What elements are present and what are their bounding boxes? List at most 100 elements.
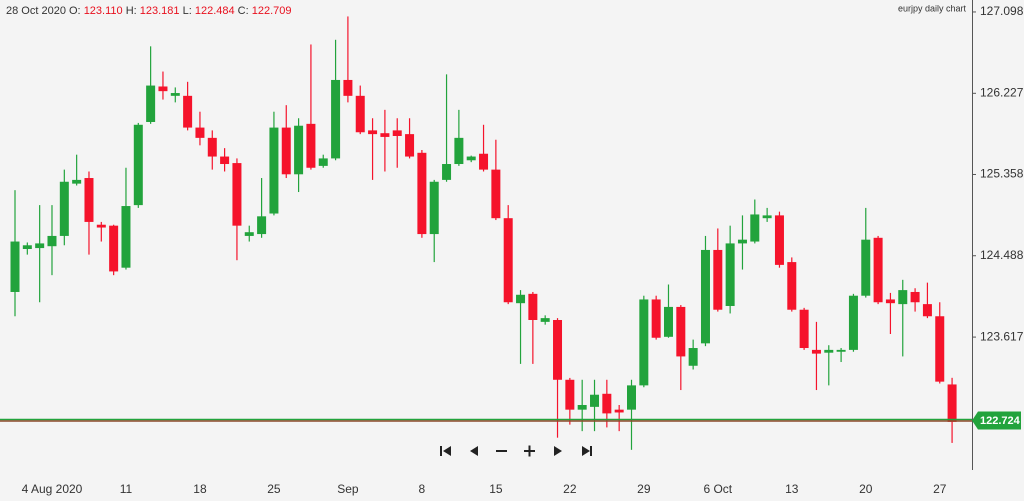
candle-body <box>479 153 489 170</box>
candle-body <box>898 290 908 305</box>
candle-body <box>516 294 526 304</box>
candle-body <box>429 181 439 235</box>
candle-body <box>392 130 402 136</box>
candle-body <box>602 393 612 414</box>
last-price-label: 122.724 <box>980 415 1021 427</box>
y-tick-label: 127.098 <box>980 4 1024 18</box>
x-tick-label: 15 <box>489 482 503 496</box>
candle-body <box>577 404 587 410</box>
header-label: O: <box>69 5 81 17</box>
candle-body <box>72 179 82 184</box>
y-tick-label: 123.617 <box>980 329 1024 343</box>
y-tick-label: 126.227 <box>980 85 1024 99</box>
candle-body <box>331 79 341 159</box>
candle-body <box>405 134 415 157</box>
candle-body <box>700 249 710 344</box>
nav-zoom-out[interactable] <box>495 444 509 458</box>
candle-body <box>922 304 932 317</box>
candle-body <box>873 237 883 303</box>
x-tick-label: 22 <box>563 482 577 496</box>
x-tick-label: 4 Aug 2020 <box>22 482 83 496</box>
x-tick-label: 25 <box>267 482 281 496</box>
y-tick-label: 125.358 <box>980 167 1024 181</box>
candle-body <box>676 306 686 357</box>
candle-body <box>133 124 143 206</box>
navigation <box>438 444 594 458</box>
candle-body <box>47 235 57 247</box>
y-tick-label: 124.488 <box>980 248 1024 262</box>
candle-body <box>466 156 476 161</box>
candle-body <box>158 86 168 92</box>
candle-body <box>540 318 550 322</box>
x-tick-label: 13 <box>785 482 799 496</box>
candle-body <box>244 232 254 236</box>
candle-body <box>663 306 673 337</box>
candle-body <box>774 215 784 265</box>
candle-body <box>368 130 378 135</box>
x-tick-label: 29 <box>637 482 651 496</box>
candle-body <box>848 295 858 350</box>
x-tick-label: 6 Oct <box>703 482 732 496</box>
header-value: 122.484 <box>195 5 235 17</box>
candle-body <box>688 348 698 366</box>
candle-body <box>183 95 193 128</box>
candle-body <box>195 127 205 138</box>
nav-first[interactable] <box>438 444 452 458</box>
candle-body <box>121 206 131 268</box>
candle-body <box>861 239 871 296</box>
candle-body <box>737 239 747 244</box>
candle-body <box>787 262 797 310</box>
candle-body <box>10 241 20 292</box>
nav-last[interactable] <box>580 444 594 458</box>
nav-zoom-in[interactable] <box>523 444 537 458</box>
candle-body <box>380 133 390 137</box>
header-value: 123.181 <box>140 5 180 17</box>
candle-body <box>269 127 279 214</box>
candles <box>10 16 957 450</box>
candle-body <box>614 409 624 413</box>
nav-prev[interactable] <box>467 444 481 458</box>
header-date: 28 Oct 2020 <box>6 5 66 17</box>
candle-body <box>207 137 217 157</box>
candle-body <box>935 316 945 382</box>
x-tick-label: 11 <box>120 482 133 496</box>
candle-body <box>281 127 291 175</box>
candle-body <box>442 164 452 180</box>
candle-body <box>59 181 69 236</box>
candle-body <box>651 299 661 338</box>
candle-body <box>725 243 735 306</box>
nav-next[interactable] <box>551 444 565 458</box>
candle-body <box>824 349 834 353</box>
candle-body <box>343 79 353 96</box>
header-label: C: <box>238 5 249 17</box>
candle-body <box>750 214 760 242</box>
x-tick-label: Sep <box>337 482 359 496</box>
watermark: eurjpy daily chart <box>898 3 967 13</box>
candle-body <box>96 224 106 228</box>
header-value: 122.709 <box>252 5 292 17</box>
candle-body <box>553 319 563 380</box>
candle-body <box>454 137 464 165</box>
candle-body <box>836 349 846 352</box>
x-tick-label: 8 <box>419 482 426 496</box>
candle-body <box>294 125 304 175</box>
candle-body <box>170 93 180 96</box>
header: 28 Oct 2020 O: 123.110 H: 123.181 L: 122… <box>6 5 292 17</box>
candle-body <box>947 384 957 422</box>
candle-body <box>232 163 242 226</box>
candle-body <box>565 379 575 410</box>
candle-body <box>799 309 809 349</box>
candle-body <box>590 394 600 407</box>
candle-body <box>355 95 365 133</box>
candle-body <box>503 218 513 303</box>
candle-body <box>639 299 649 386</box>
candle-body <box>84 178 94 222</box>
candle-body <box>762 215 772 219</box>
header-label: H: <box>126 5 137 17</box>
candle-body <box>109 225 119 272</box>
x-tick-label: 20 <box>859 482 873 496</box>
candle-body <box>491 169 501 219</box>
header-label: L: <box>183 5 192 17</box>
